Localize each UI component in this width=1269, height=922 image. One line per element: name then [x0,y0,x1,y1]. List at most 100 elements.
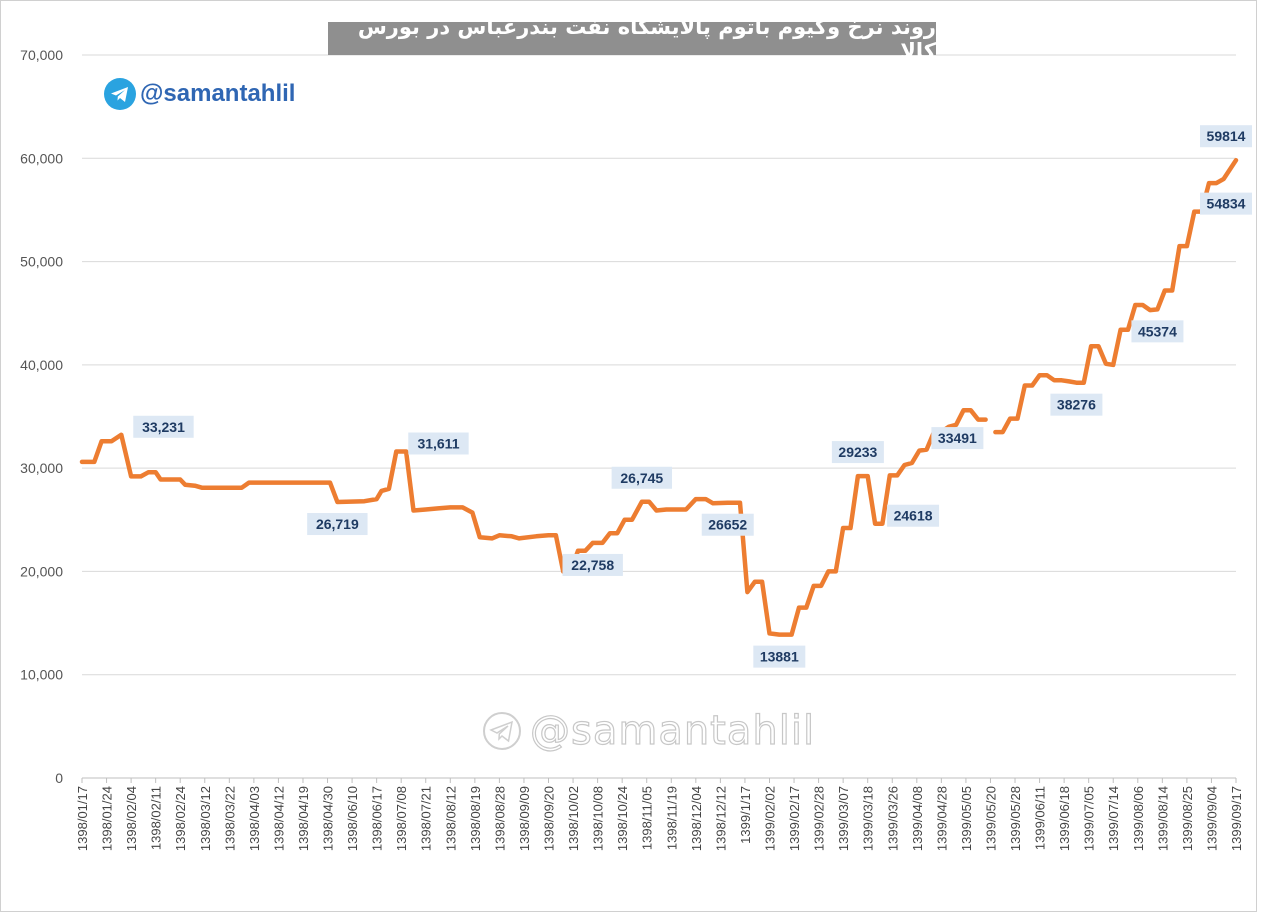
data-label-box [1050,393,1103,416]
x-tick-label: 1398/06/17 [370,786,385,851]
data-label-box [408,432,469,455]
x-tick-label: 1399/05/05 [959,786,974,851]
data-label-box [307,513,368,536]
x-tick-label: 1398/04/12 [271,786,286,851]
y-tick-label: 10,000 [20,667,63,683]
y-axis: 0 10,000 20,000 30,000 40,000 50,000 60,000 70,… [20,47,63,786]
data-label-box [887,504,940,527]
y-tick-label: 50,000 [20,254,63,270]
channel-handle[interactable]: @samantahlil [104,78,295,110]
x-tick-label: 1399/05/20 [983,786,998,851]
x-tick-label: 1399/03/26 [885,786,900,851]
data-label: 54834 [1207,196,1246,212]
x-tick-label: 1398/07/21 [419,786,434,851]
chart-title: روند نرخ وکیوم باتوم پالایشگاه نفت بندرع… [328,15,936,63]
x-tick-label: 1399/03/07 [836,786,851,851]
x-tick-label: 1398/02/24 [173,786,188,851]
x-tick-label: 1398/04/19 [296,786,311,851]
x-tick-label: 1398/03/12 [198,786,213,851]
data-label-box [611,466,673,489]
data-label-box [1131,320,1184,343]
data-label-box [753,645,806,668]
x-tick-label: 1399/09/04 [1204,786,1219,851]
x-tick-label: 1398/04/03 [247,786,262,851]
data-label-box [133,415,194,438]
y-tick-label: 0 [55,770,63,786]
data-label-box [1200,125,1252,148]
x-tick-label: 1399/07/14 [1106,786,1121,851]
handle-text: @samantahlil [140,80,296,107]
x-tick-label: 1398/12/04 [689,786,704,851]
data-label-box [831,441,884,464]
x-tick-label: 1398/12/12 [713,786,728,851]
x-tick-label: 1399/08/06 [1131,786,1146,851]
data-label-box [931,427,984,450]
x-tick-label: 1398/09/09 [517,786,532,851]
x-tick-label: 1399/02/28 [812,786,827,851]
x-tick-label: 1398/02/11 [149,786,164,850]
x-tick-label: 1398/02/04 [124,786,139,851]
x-tick-label: 1398/08/12 [443,786,458,851]
data-label: 24618 [894,508,933,524]
x-tick-label: 1399/08/25 [1180,786,1195,851]
x-tick-label: 1398/11/19 [664,786,679,850]
series-line [79,408,988,637]
series-line [993,157,1239,435]
x-tick-label: 1399/04/28 [934,786,949,851]
data-labels: 33,231 31,611 26,719 26,745 22,758 26652 13881… [133,125,1252,668]
x-tick-label: 1399/07/05 [1082,786,1097,851]
x-tick-label: 1399/06/18 [1057,786,1072,851]
x-tick-label: 1399/05/28 [1008,786,1023,851]
data-label: 38276 [1057,397,1096,413]
telegram-icon [104,78,136,110]
watermark-text: @samantahlil [529,707,816,754]
y-tick-label: 40,000 [20,357,63,373]
x-tick-label: 1398/03/22 [222,786,237,851]
x-tick-label: 1398/07/08 [394,786,409,851]
data-label-box [701,513,754,536]
data-label: 22,758 [571,557,614,573]
chart-frame [0,0,1257,912]
x-tick-label: 1399/02/17 [787,786,802,851]
x-tick-label: 1398/10/02 [566,786,581,851]
x-tick-label: 1398/01/17 [75,786,90,851]
data-label: 26,745 [620,470,663,486]
y-tick-label: 60,000 [20,150,63,166]
data-label: 26,719 [316,516,359,532]
data-label: 45374 [1138,323,1177,339]
data-label-box [562,553,623,576]
x-tick-label: 1399/03/18 [861,786,876,851]
x-axis: 1398/01/17 1398/01/24 1398/02/04 1398/02/11… [75,777,1244,851]
x-tick-label: 1398/06/10 [345,786,360,851]
x-tick-label: 1398/08/19 [468,786,483,851]
x-tick-label: 1398/04/30 [321,786,336,851]
data-label: 26652 [708,517,747,533]
x-tick-label: 1398/09/20 [542,786,557,851]
x-tick-label: 1398/08/28 [492,786,507,851]
data-label: 29233 [838,444,877,460]
x-tick-label: 1398/11/05 [640,786,655,850]
data-label: 59814 [1207,128,1246,144]
x-tick-label: 1399/08/14 [1155,786,1170,851]
watermark: @samantahlil [482,707,816,755]
data-label: 33491 [938,430,977,446]
data-label: 33,231 [142,419,185,435]
x-tick-label: 1398/10/24 [615,786,630,851]
x-tick-label: 1398/01/24 [100,786,115,851]
data-label-box [1200,192,1252,215]
x-tick-label: 1399/09/17 [1229,786,1244,851]
x-tick-label: 1398/10/08 [591,786,606,851]
y-tick-label: 20,000 [20,563,63,579]
x-tick-label: 1399/04/08 [910,786,925,851]
series-lines [79,157,1239,637]
y-tick-label: 70,000 [20,47,63,63]
x-tick-label: 1399/02/02 [762,786,777,851]
y-tick-label: 30,000 [20,460,63,476]
data-label: 13881 [760,649,799,665]
gridlines [82,54,1236,676]
data-label: 31,611 [417,436,459,452]
x-tick-label: 1399/06/11 [1033,786,1048,850]
x-tick-label: 1399/1/17 [738,786,753,844]
telegram-watermark-icon [483,712,521,750]
